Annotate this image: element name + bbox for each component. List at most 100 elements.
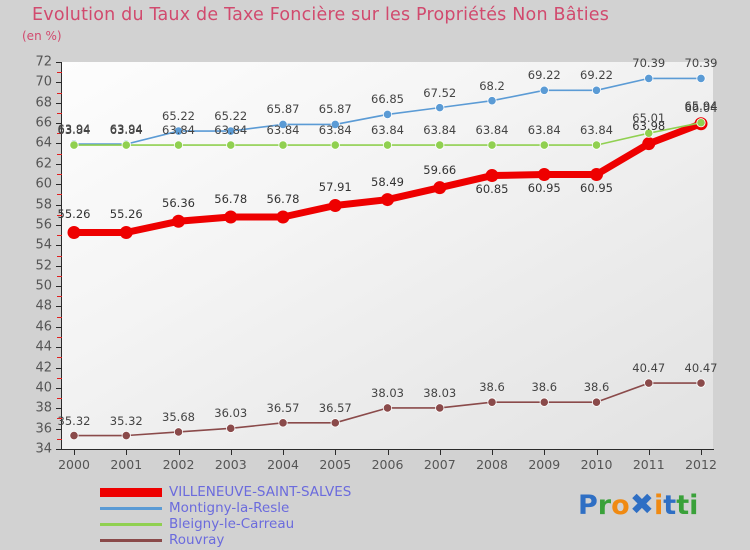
y-tick-minor: [57, 377, 62, 379]
legend-label: Bleigny-le-Carreau: [169, 516, 295, 532]
y-tick: [56, 306, 62, 308]
legend-item[interactable]: Bleigny-le-Carreau: [100, 516, 351, 532]
legend-item[interactable]: Montigny-la-Resle: [100, 500, 351, 516]
data-point-label: 63.84: [318, 123, 352, 138]
data-point-label: 66.04: [684, 100, 718, 115]
data-point-label: 63.84: [371, 123, 404, 138]
y-tick: [56, 224, 62, 226]
y-tick: [56, 367, 62, 369]
data-point-label: 56.78: [266, 192, 300, 206]
data-point-label: 68.2: [479, 78, 505, 93]
data-point-label: 65.87: [266, 102, 300, 117]
y-axis-label: 70: [35, 74, 52, 90]
x-axis-label: 2002: [162, 457, 195, 472]
y-tick-minor: [57, 153, 62, 155]
data-point-label: 63.84: [527, 123, 561, 138]
proxiti-logo: Pro✖itti: [578, 487, 698, 521]
data-point-label: 36.57: [318, 400, 352, 415]
data-point-label: 38.6: [583, 380, 610, 395]
logo-letter-i2: ti: [676, 490, 699, 521]
y-axis-label: 48: [35, 298, 52, 314]
page-subtitle: (en %): [22, 29, 62, 43]
y-tick: [56, 245, 62, 247]
logo-letter-i1: i: [654, 490, 664, 521]
x-tick: [439, 449, 441, 455]
data-point-label: 60.95: [527, 180, 561, 195]
data-point-label: 63.94: [57, 122, 91, 137]
x-axis-label: 2008: [476, 457, 508, 472]
y-tick-minor: [57, 316, 62, 318]
y-tick-minor: [57, 398, 62, 400]
data-point-label: 63.84: [580, 123, 613, 138]
logo-letter-r: r: [597, 490, 612, 521]
legend-swatch: [100, 487, 162, 497]
data-point-label: 36.03: [214, 406, 248, 421]
x-tick: [701, 449, 702, 455]
data-point-label: 65.87: [318, 102, 352, 117]
logo-letter-t: t: [663, 490, 677, 521]
x-tick: [648, 449, 650, 455]
data-point-label: 67.52: [423, 85, 457, 100]
data-point-label: 70.39: [632, 56, 666, 71]
x-tick: [283, 449, 284, 455]
x-axis-label: 2009: [528, 457, 561, 472]
y-tick-minor: [57, 275, 62, 277]
x-tick: [596, 449, 598, 455]
y-tick: [56, 184, 62, 186]
data-point-label: 40.47: [684, 361, 718, 376]
y-axis-label: 56: [35, 217, 52, 233]
legend-swatch: [100, 522, 162, 526]
x-tick: [230, 449, 232, 455]
y-tick-minor: [57, 255, 62, 257]
data-point-label: 63.84: [214, 123, 248, 138]
x-tick: [492, 449, 493, 455]
data-point-label: 60.95: [580, 180, 613, 195]
logo-letter-p: P: [578, 490, 598, 521]
x-axis-label: 2010: [580, 457, 613, 472]
data-point-label: 63.94: [109, 122, 143, 137]
data-point-label: 59.66: [423, 162, 457, 177]
y-tick: [56, 286, 62, 288]
x-axis-label: 2004: [267, 457, 299, 472]
data-point-label: 63.84: [109, 123, 143, 138]
y-tick: [56, 143, 62, 145]
data-point-label: 65.01: [632, 111, 666, 126]
legend-label: Montigny-la-Resle: [169, 500, 290, 516]
y-axis-label: 50: [35, 278, 52, 294]
x-axis-label: 2011: [632, 457, 665, 472]
data-point-label: 55.26: [109, 207, 143, 222]
x-axis-label: 2000: [58, 457, 90, 472]
y-tick: [56, 387, 62, 389]
legend-item[interactable]: VILLENEUVE-SAINT-SALVES: [100, 484, 351, 500]
y-tick-minor: [57, 112, 62, 114]
y-tick-minor: [57, 357, 62, 359]
data-point-label: 63.98: [632, 118, 666, 133]
data-point-label: 69.22: [580, 68, 613, 83]
data-point-label: 35.32: [109, 413, 143, 428]
data-point-label: 56.36: [162, 196, 195, 211]
data-point-label: 38.03: [371, 385, 404, 400]
y-tick-minor: [57, 133, 62, 135]
y-axis-label: 58: [35, 197, 52, 213]
y-axis-label: 66: [35, 115, 52, 131]
y-tick: [56, 163, 62, 165]
y-axis-label: 44: [35, 339, 52, 355]
x-tick: [387, 449, 389, 455]
data-point-label: 63.84: [162, 123, 195, 138]
y-tick: [56, 102, 62, 104]
y-tick-minor: [57, 72, 62, 74]
x-tick: [544, 449, 546, 455]
data-point-label: 38.6: [531, 380, 558, 395]
x-axis-label: 2012: [685, 457, 717, 472]
legend-item[interactable]: Rouvray: [100, 532, 351, 548]
y-axis-label: 64: [35, 135, 52, 151]
data-point-label: 63.84: [266, 123, 300, 138]
data-point-label: 40.47: [632, 361, 666, 376]
y-axis-label: 62: [35, 156, 52, 172]
data-point-label: 63.84: [57, 123, 91, 138]
legend-swatch: [100, 506, 162, 510]
y-tick-minor: [57, 92, 62, 94]
y-tick-minor: [57, 296, 62, 298]
y-axis-label: 34: [35, 441, 52, 457]
